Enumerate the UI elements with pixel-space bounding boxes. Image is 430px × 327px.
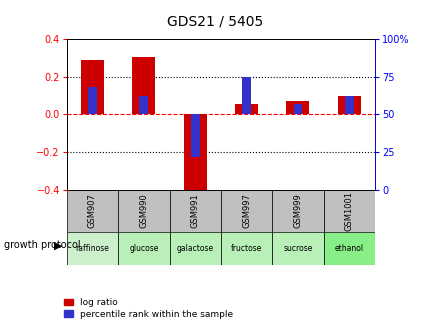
Text: GDS21 / 5405: GDS21 / 5405 [167, 15, 263, 29]
Text: GSM1001: GSM1001 [344, 191, 353, 231]
Bar [132, 57, 155, 114]
Bar [272, 232, 323, 265]
Bar [169, 232, 220, 265]
Bar [323, 232, 374, 265]
Bar [220, 232, 272, 265]
Text: ethanol: ethanol [334, 244, 363, 253]
Bar [169, 190, 220, 232]
Bar [220, 190, 272, 232]
Text: raffinose: raffinose [75, 244, 109, 253]
Bar [67, 232, 118, 265]
Text: glucose: glucose [129, 244, 158, 253]
Bar [81, 60, 104, 114]
Text: fructose: fructose [230, 244, 261, 253]
Text: GSM991: GSM991 [190, 194, 199, 228]
Bar [183, 114, 206, 192]
Text: ▶: ▶ [54, 240, 62, 250]
Text: GSM990: GSM990 [139, 194, 148, 228]
Legend: log ratio, percentile rank within the sample: log ratio, percentile rank within the sa… [60, 295, 236, 322]
Text: GSM907: GSM907 [88, 194, 97, 228]
Bar [272, 190, 323, 232]
Bar [190, 114, 199, 157]
Text: galactose: galactose [176, 244, 213, 253]
Bar [234, 104, 258, 114]
Bar [337, 95, 360, 114]
Text: GSM999: GSM999 [293, 194, 302, 228]
Bar [286, 101, 309, 114]
Bar [67, 190, 118, 232]
Bar [139, 96, 148, 114]
Bar [88, 87, 97, 114]
Text: growth protocol: growth protocol [4, 240, 81, 250]
Bar [242, 77, 250, 114]
Bar [293, 104, 301, 114]
Bar [344, 96, 353, 114]
Text: sucrose: sucrose [283, 244, 312, 253]
Bar [323, 190, 374, 232]
Bar [118, 190, 169, 232]
Text: GSM997: GSM997 [242, 194, 251, 228]
Bar [118, 232, 169, 265]
